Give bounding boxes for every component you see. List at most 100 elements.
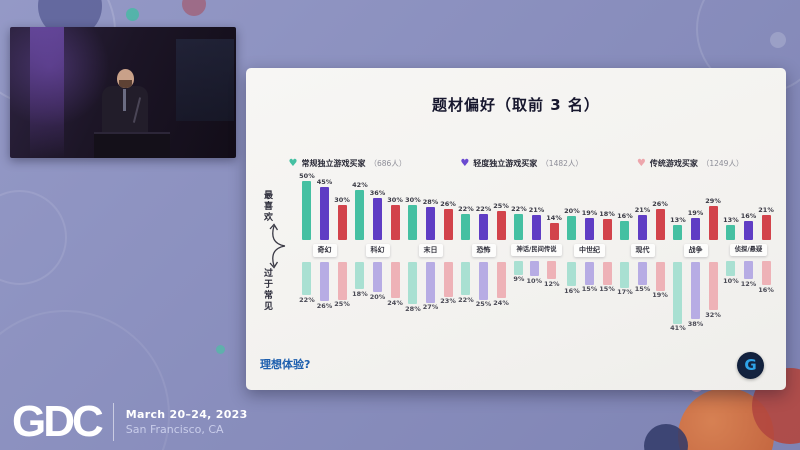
decor-circle: [216, 345, 225, 354]
bar-value-label: 10%: [723, 276, 739, 285]
bar-column: 27%: [423, 262, 438, 311]
legend-count: （1249人）: [701, 159, 744, 168]
bar-column: 24%: [387, 262, 403, 306]
bar-column: 10%: [723, 261, 739, 284]
bar-column: 15%: [581, 262, 598, 293]
bar-value-label: 19%: [581, 208, 598, 217]
legend-item: ♥ 传统游戏买家 （1249人）: [637, 158, 744, 169]
liked-bar: [549, 223, 559, 240]
legend-label: 常规独立游戏买家: [301, 159, 366, 168]
bar-column: 26%: [440, 201, 456, 240]
bar-column: 21%: [758, 207, 774, 240]
bar-value-label: 25%: [493, 201, 509, 210]
category-label: 科幻: [365, 244, 390, 257]
bar-column: 36%: [370, 190, 385, 240]
liked-bar: [337, 204, 347, 240]
bar-column: 20%: [370, 262, 385, 300]
bar-value-label: 16%: [617, 212, 633, 221]
bar-value-label: 25%: [334, 300, 350, 308]
overused-bar: [443, 262, 453, 297]
bar-column: 16%: [617, 213, 633, 240]
overused-bars: 28% 27% 23%: [405, 262, 456, 336]
axis-label-too-common: 过于常见: [262, 268, 272, 312]
bar-column: 42%: [352, 182, 368, 240]
bar-column: 16%: [740, 212, 757, 240]
overused-bar: [673, 262, 683, 324]
bar-value-label: 24%: [493, 298, 509, 307]
bar-column: 12%: [741, 261, 756, 287]
overused-bars: 10% 12% 16%: [723, 261, 774, 335]
legend-count: （1482人）: [541, 159, 583, 168]
chart-group: 22% 22% 25% 恐怖 22% 25% 24%: [457, 168, 510, 336]
liked-bar: [390, 204, 400, 240]
overused-bar: [390, 262, 400, 298]
bar-value-label: 10%: [526, 276, 543, 285]
bar-column: 22%: [476, 206, 491, 240]
bar-value-label: 16%: [740, 212, 757, 221]
overused-bars: 16% 15% 15%: [564, 262, 615, 336]
bar-value-label: 30%: [387, 195, 403, 204]
liked-bar: [620, 221, 630, 240]
legend-item: ♥ 常规独立游戏买家 （686人）: [289, 158, 407, 169]
footer-divider: [112, 403, 114, 442]
bar-column: 25%: [493, 201, 509, 240]
liked-bar: [602, 218, 612, 240]
bar-column: 23%: [440, 262, 456, 305]
decor-circle: [0, 190, 67, 285]
overused-bars: 41% 38% 32%: [670, 262, 721, 336]
chart-group: 22% 21% 14% 神话/民间传说 9% 10% 12%: [510, 168, 563, 336]
gdc-date: March 20–24, 2023: [125, 408, 248, 422]
bar-value-label: 29%: [705, 196, 721, 205]
liked-bar: [320, 186, 329, 240]
liked-bar: [655, 209, 665, 240]
bar-value-label: 17%: [617, 288, 633, 296]
podium: [94, 132, 170, 158]
bar-column: 13%: [723, 217, 739, 240]
category-label: 战争: [683, 244, 708, 257]
liked-bar: [567, 216, 577, 240]
overused-bar: [691, 262, 700, 319]
category-label: 侦探/悬疑: [729, 244, 768, 257]
overused-bar: [655, 262, 665, 291]
liked-bar: [479, 214, 488, 240]
liked-bar: [585, 217, 594, 240]
overused-bar: [726, 261, 736, 277]
category-label: 神话/民间传说: [511, 244, 562, 257]
bar-column: 30%: [334, 197, 350, 240]
bar-column: 38%: [688, 262, 703, 327]
bar-column: 13%: [670, 217, 686, 240]
overused-bar: [547, 261, 557, 280]
gdc-footer: GDC March 20–24, 2023 San Francisco, CA: [12, 397, 248, 447]
bar-value-label: 19%: [687, 208, 704, 217]
liked-bars: 13% 19% 29%: [670, 168, 721, 240]
overused-bar: [408, 262, 418, 304]
bar-column: 19%: [652, 262, 668, 299]
legend-label: 轻度独立游戏买家: [473, 159, 538, 168]
heart-icon: ♥: [460, 157, 470, 169]
bar-column: 22%: [458, 262, 474, 303]
bar-column: 45%: [317, 179, 332, 240]
overused-bar: [638, 262, 647, 285]
decor-circle: [770, 32, 786, 48]
bar-value-label: 12%: [544, 279, 560, 288]
bar-value-label: 42%: [352, 181, 368, 190]
gdc-logo: GDC: [12, 397, 104, 447]
bar-column: 28%: [423, 199, 438, 240]
bar-column: 29%: [705, 198, 721, 240]
bar-column: 21%: [529, 207, 544, 240]
bar-column: 25%: [476, 262, 491, 308]
liked-bar: [708, 205, 718, 240]
bar-value-label: 22%: [458, 295, 474, 304]
chart-group: 42% 36% 30% 科幻 18% 20% 24%: [351, 168, 404, 336]
decor-circle: [182, 0, 206, 16]
speaker-lanyard: [123, 89, 126, 111]
category-label: 中世纪: [574, 244, 605, 257]
bar-value-label: 18%: [599, 209, 615, 218]
category-label: 现代: [630, 244, 655, 257]
bar-column: 21%: [635, 207, 650, 240]
overused-bar: [373, 262, 382, 292]
decor-circle: [126, 8, 139, 21]
liked-bars: 20% 19% 18%: [564, 168, 615, 240]
liked-bars: 30% 28% 26%: [405, 168, 456, 240]
bar-value-label: 15%: [581, 285, 598, 293]
